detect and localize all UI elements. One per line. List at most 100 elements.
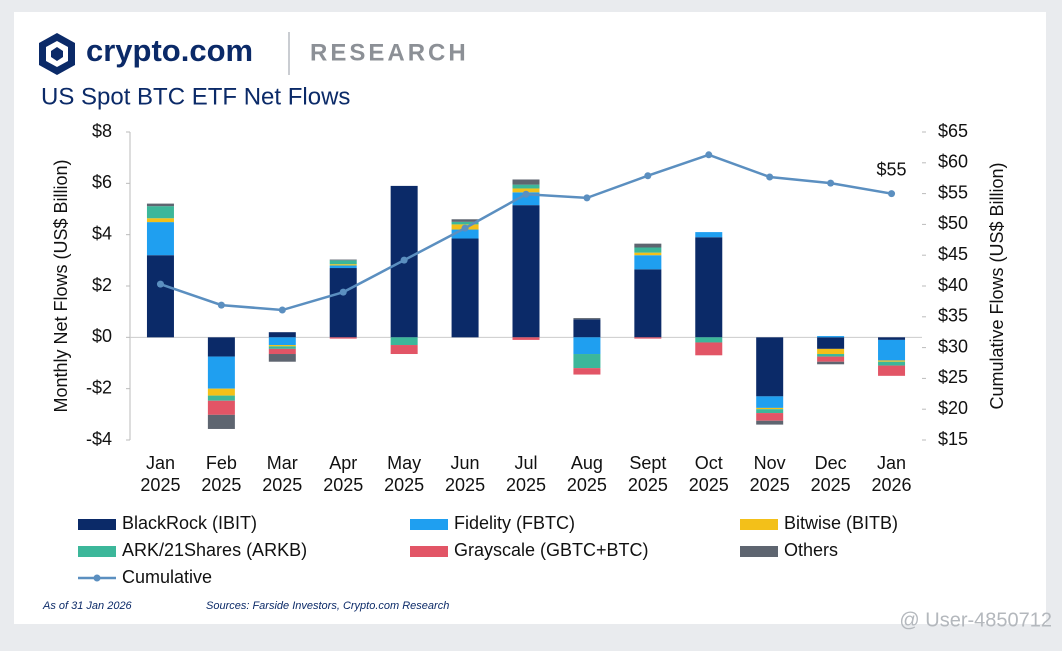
bar-segment	[512, 179, 540, 185]
bar-segment	[207, 388, 235, 396]
legend-swatch	[740, 519, 778, 530]
y-tick-label: $4	[92, 223, 112, 243]
bar-segment	[268, 346, 296, 349]
x-tick-label: Dec 2025	[810, 453, 851, 495]
y-tick-label: -$2	[86, 377, 112, 397]
bar-segment	[756, 407, 784, 410]
bar-segment	[329, 268, 357, 338]
bar-segment	[329, 265, 357, 269]
y2-tick-label: $30	[938, 336, 968, 356]
x-tick-label: Mar 2025	[262, 453, 303, 495]
bar-segment	[512, 337, 540, 340]
legend-label: Others	[784, 540, 838, 560]
x-tick-label-box: May 2025	[384, 453, 425, 495]
bar-segment	[695, 237, 723, 338]
y2-tick-label: $45	[938, 244, 968, 264]
bar-segment	[573, 337, 601, 355]
bar-segment	[695, 232, 723, 238]
bar-segment	[268, 337, 296, 346]
cumulative-point	[766, 173, 774, 181]
bar-segment	[573, 318, 601, 320]
y2-tick-label: $55	[938, 182, 968, 202]
bar-segment	[756, 337, 784, 397]
x-tick-label-box: Dec 2025	[810, 453, 851, 495]
bar-segment	[634, 255, 662, 270]
bar-segment	[817, 356, 845, 362]
bar-segment	[634, 247, 662, 253]
legend-swatch	[78, 546, 116, 557]
bar-segment	[878, 339, 906, 361]
bar-segment	[878, 360, 906, 362]
bar-segment	[512, 205, 540, 338]
bar-segment	[146, 203, 174, 207]
cumulative-point	[339, 288, 347, 296]
bar-segment	[878, 365, 906, 376]
chart-title: US Spot BTC ETF Net Flows	[41, 83, 350, 110]
x-tick-label-box: Apr 2025	[323, 453, 364, 495]
y2-tick-label: $20	[938, 398, 968, 418]
bar-segment	[268, 345, 296, 347]
bar-segment	[146, 222, 174, 256]
x-tick-label-box: Aug 2025	[566, 453, 607, 495]
bar-segment	[756, 409, 784, 414]
legend-label: BlackRock (IBIT)	[122, 513, 257, 533]
cumulative-point	[217, 301, 225, 309]
bar-segment	[634, 252, 662, 256]
x-tick-label: Jul 2025	[505, 453, 547, 495]
bar-segment	[573, 368, 601, 375]
bar-segment	[817, 337, 845, 349]
bar-segment	[329, 264, 357, 266]
bar-segment	[817, 348, 845, 355]
bar-segment	[817, 336, 845, 338]
bar-segment	[146, 255, 174, 338]
x-tick-label-box: Jun 2025	[445, 453, 486, 495]
bar-segment	[878, 337, 906, 340]
bar-segment	[695, 337, 723, 343]
bar-segment	[146, 206, 174, 219]
x-tick-label: May 2025	[384, 453, 425, 495]
legend-swatch	[410, 546, 448, 557]
legend-label: ARK/21Shares (ARKB)	[122, 540, 307, 560]
bar-segment	[573, 319, 601, 338]
bar-segment	[207, 400, 235, 415]
y2-tick-label: $40	[938, 275, 968, 295]
legend-label: Bitwise (BITB)	[784, 513, 898, 533]
y-axis-title: Monthly Net Flows (US$ Billion)	[51, 159, 71, 412]
bar-segment	[512, 184, 540, 189]
bar-segment	[207, 356, 235, 389]
y2-tick-label: $50	[938, 213, 968, 233]
cumulative-point	[278, 306, 286, 314]
x-tick-label-box: Feb 2025	[201, 453, 241, 495]
bar-segment	[573, 354, 601, 369]
bar-segment	[390, 345, 418, 355]
x-tick-label: Oct 2025	[688, 453, 729, 495]
y-tick-label: $0	[92, 326, 112, 346]
brand: crypto.com	[86, 33, 253, 68]
cumulative-point	[827, 179, 835, 187]
bar-segment	[817, 354, 845, 357]
cumulative-point	[644, 172, 652, 180]
bar-segment	[268, 348, 296, 355]
y2-tick-label: $15	[938, 429, 968, 449]
y2-axis-title: Cumulative Flows (US$ Billion)	[987, 162, 1007, 409]
cumulative-point	[461, 224, 469, 232]
x-tick-label-box: Jan 2026	[872, 453, 912, 495]
x-tick-label: Nov 2025	[749, 453, 790, 495]
legend-label: Cumulative	[122, 567, 212, 587]
y2-tick-label: $35	[938, 306, 968, 326]
cumulative-point	[400, 256, 408, 264]
x-tick-label: Apr 2025	[323, 453, 364, 495]
legend-swatch	[78, 519, 116, 530]
x-tick-label-box: Oct 2025	[688, 453, 729, 495]
x-tick-label-box: Mar 2025	[262, 453, 303, 495]
y2-tick-label: $65	[938, 121, 968, 141]
x-tick-label: Aug 2025	[566, 453, 607, 495]
x-tick-label: Jan 2025	[140, 453, 181, 495]
bar-segment	[451, 219, 479, 222]
as-of-note: As of 31 Jan 2026	[42, 600, 133, 612]
legend-label: Grayscale (GBTC+BTC)	[454, 540, 649, 560]
x-tick-label: Jun 2025	[445, 453, 486, 495]
bar-segment	[329, 260, 357, 265]
